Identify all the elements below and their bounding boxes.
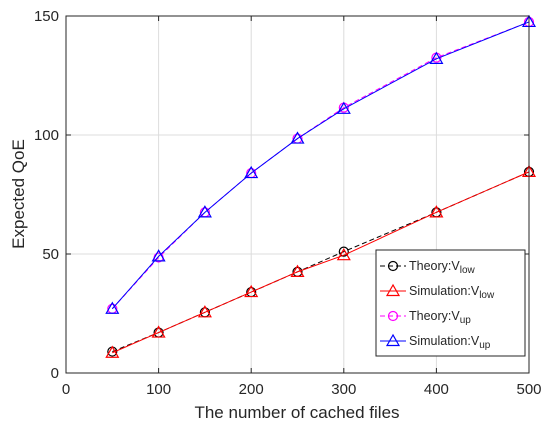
x-tick-label: 100: [146, 381, 171, 398]
x-tick-label: 400: [424, 381, 449, 398]
x-tick-label: 200: [239, 381, 264, 398]
series-layer: [105, 14, 537, 358]
y-axis-label: Expected QoE: [9, 139, 28, 249]
data-point: [336, 247, 351, 261]
legend-entry: Simulation:Vlow: [380, 283, 495, 301]
legend-marker: [385, 283, 401, 297]
data-point: [151, 325, 166, 338]
y-tick-label: 150: [34, 8, 59, 25]
data-point: [197, 305, 212, 318]
legend-entry: Simulation:Vup: [380, 333, 491, 351]
data-point: [105, 301, 120, 314]
series-1: [105, 164, 537, 358]
data-point: [290, 264, 305, 277]
series-line: [111, 21, 530, 310]
series-3: [105, 14, 537, 314]
data-point: [338, 246, 349, 257]
data-point: [429, 51, 444, 64]
data-point: [151, 249, 166, 262]
x-axis-label: The number of cached files: [194, 403, 399, 422]
y-tick-label: 50: [42, 246, 59, 263]
axis-ticks: 0 100 200 300 400 500 0 50 100 150: [34, 8, 542, 398]
legend-label: Simulation:Vup: [409, 334, 491, 351]
data-point: [244, 284, 259, 298]
data-point: [290, 131, 305, 144]
legend-marker: [387, 260, 399, 272]
x-tick-label: 300: [331, 381, 356, 398]
plot-frame: [65, 15, 530, 374]
legend-entry: Theory:Vlow: [380, 259, 476, 276]
data-point: [429, 205, 444, 218]
data-point: [105, 345, 120, 358]
legend-label: Theory:Vup: [409, 309, 471, 326]
x-tick-label: 0: [62, 381, 70, 398]
data-point: [197, 205, 212, 218]
legend-entry: Theory:Vup: [380, 309, 471, 326]
legend-box: [375, 249, 526, 357]
legend-label: Simulation:Vlow: [409, 284, 495, 301]
legend-marker: [387, 310, 399, 322]
y-tick-label: 0: [51, 365, 59, 382]
data-point: [244, 165, 259, 179]
legend-label: Theory:Vlow: [409, 259, 476, 276]
data-point: [336, 101, 351, 114]
legend-marker: [385, 333, 401, 347]
y-tick-label: 100: [34, 127, 59, 144]
series-line: [112, 171, 530, 354]
series-line: [111, 21, 530, 310]
legend: Theory:Vlow Simulation:Vlow Theory:Vup Simu…: [375, 249, 526, 357]
x-tick-label: 500: [516, 381, 541, 398]
